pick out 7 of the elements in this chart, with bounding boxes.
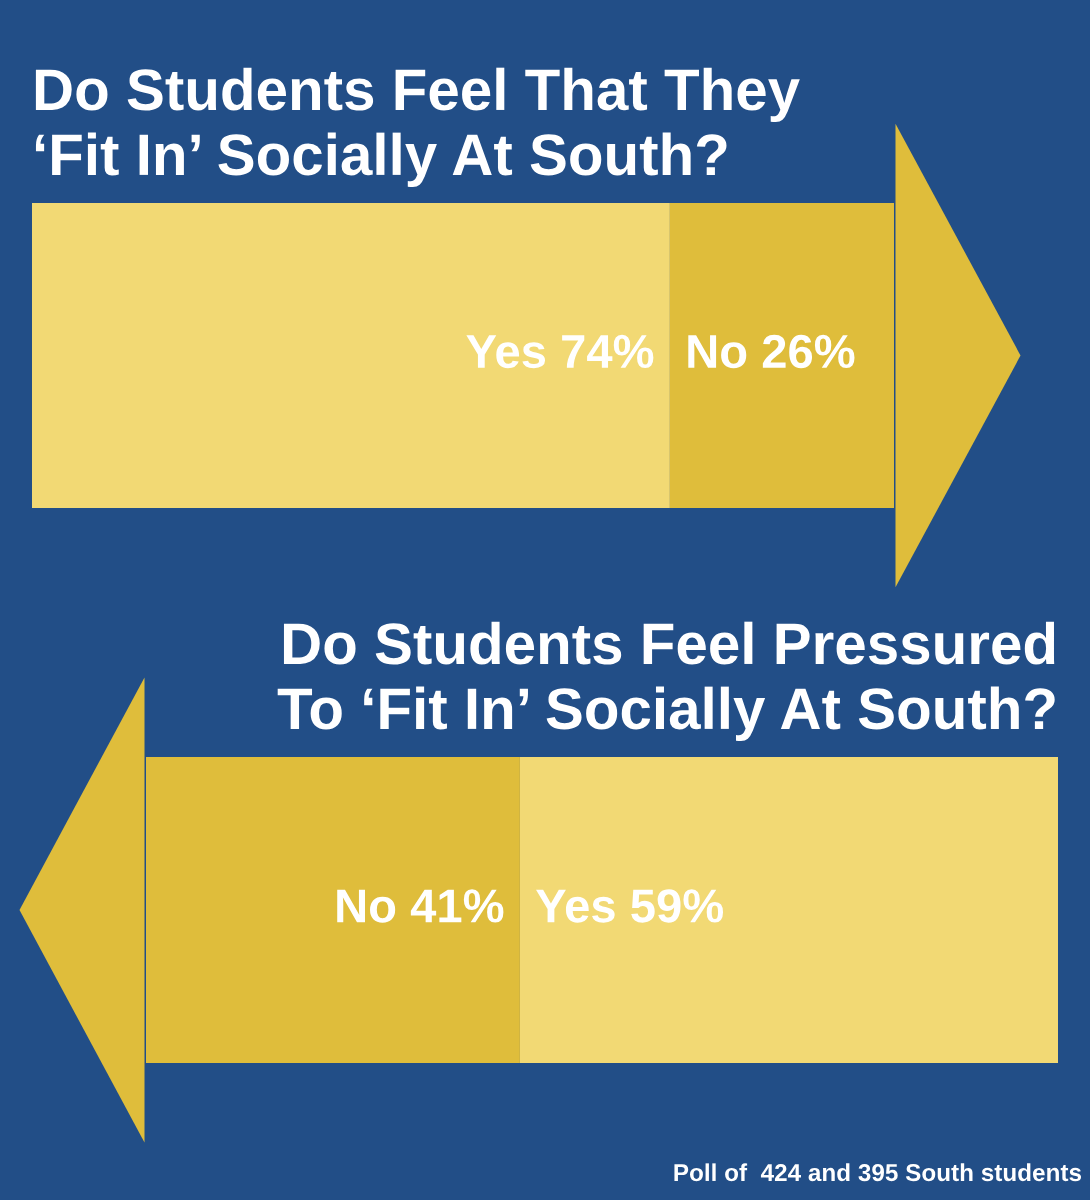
data-label: No 26% [688, 334, 855, 369]
chart-title: Do Students Feel Pressured To ‘Fit In’ Socially At South? [277, 621, 1055, 741]
data-label: Yes 74% [466, 334, 654, 369]
data-label: No 41% [337, 889, 504, 923]
chart-title: Do Students Feel That They ‘Fit In’ Socially At South? [35, 67, 800, 187]
text: Poll of 424 and 395 South students [674, 1163, 1082, 1182]
data-label: Yes 59% [536, 889, 724, 923]
